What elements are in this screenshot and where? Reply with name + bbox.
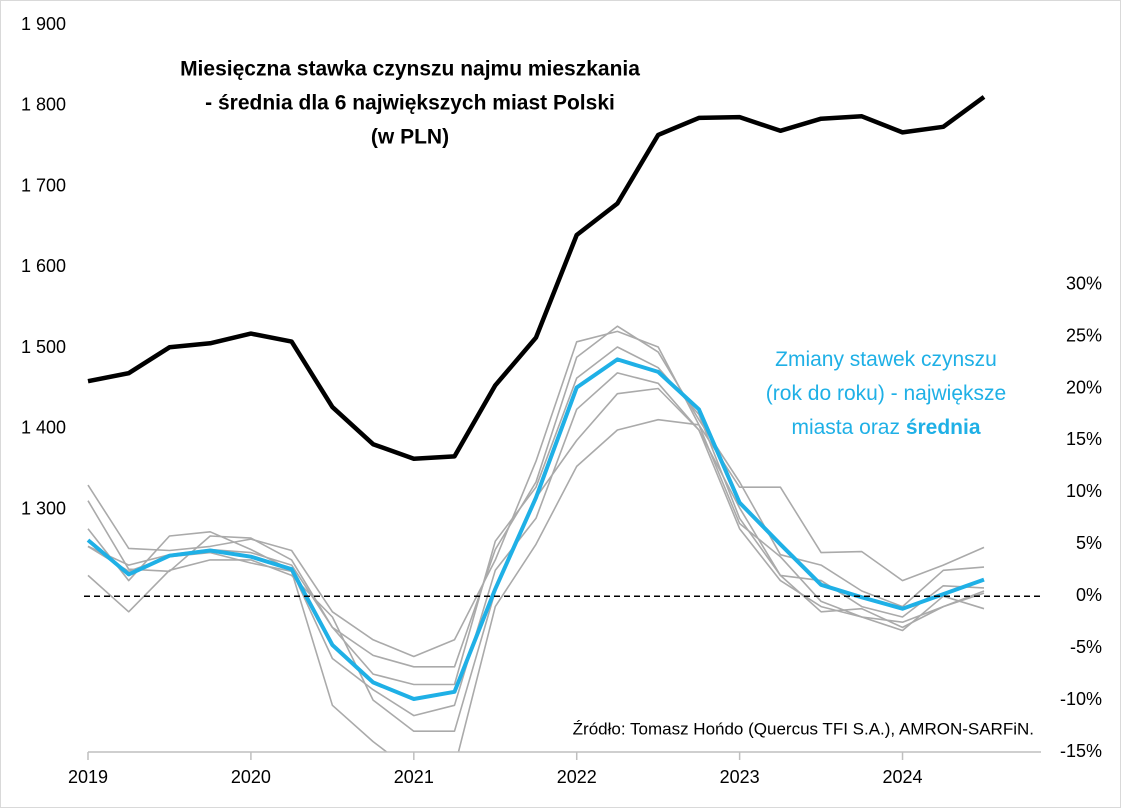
- x-tick-label: 2022: [557, 767, 597, 787]
- y2-tick-label: -5%: [1070, 637, 1102, 657]
- y-tick-label: 1 300: [21, 498, 66, 518]
- series-line: [86, 357, 985, 701]
- y-tick-label: 1 800: [21, 95, 66, 115]
- x-tick-label: 2019: [68, 767, 108, 787]
- y-tick-label: 1 600: [21, 256, 66, 276]
- y2-tick-label: 5%: [1076, 533, 1102, 553]
- y-tick-label: 1 500: [21, 337, 66, 357]
- y-tick-label: 1 400: [21, 418, 66, 438]
- series-line: [87, 325, 985, 668]
- series-line: [87, 330, 985, 658]
- annotation-part: średnia: [906, 416, 981, 439]
- y2-tick-label: 25%: [1066, 325, 1102, 345]
- y2-tick-label: 30%: [1066, 273, 1102, 293]
- y2-tick-label: 20%: [1066, 377, 1102, 397]
- chart-title: - średnia dla 6 największych miast Polsk…: [205, 92, 615, 115]
- series-line: [87, 95, 986, 462]
- source: Źródło: Tomasz Hońdo (Quercus TFI S.A.),…: [573, 719, 1034, 738]
- plot-area: [86, 95, 986, 752]
- annotation: miasta oraz średnia: [791, 416, 980, 439]
- y2-tick-label: 15%: [1066, 429, 1102, 449]
- annotation-part: miasta oraz: [791, 416, 905, 439]
- x-tick-label: 2023: [720, 767, 760, 787]
- y2-tick-label: 10%: [1066, 481, 1102, 501]
- y-tick-label: 1 900: [21, 14, 66, 34]
- x-tick-label: 2024: [883, 767, 923, 787]
- y-tick-label: 1 700: [21, 175, 66, 195]
- annotation-part: (rok do roku) - największe: [766, 382, 1006, 405]
- annotation-part: Zmiany stawek czynszu: [775, 348, 997, 371]
- y2-tick-label: -10%: [1060, 689, 1102, 709]
- annotation: (rok do roku) - największe: [766, 382, 1006, 405]
- y2-tick-label: 0%: [1076, 585, 1102, 605]
- x-tick-label: 2020: [231, 767, 271, 787]
- y2-tick-label: -15%: [1060, 741, 1102, 761]
- annotation: Zmiany stawek czynszu: [775, 348, 997, 371]
- chart-title: (w PLN): [371, 126, 449, 149]
- chart-title: Miesięczna stawka czynszu najmu mieszkan…: [180, 58, 640, 81]
- x-tick-label: 2021: [394, 767, 434, 787]
